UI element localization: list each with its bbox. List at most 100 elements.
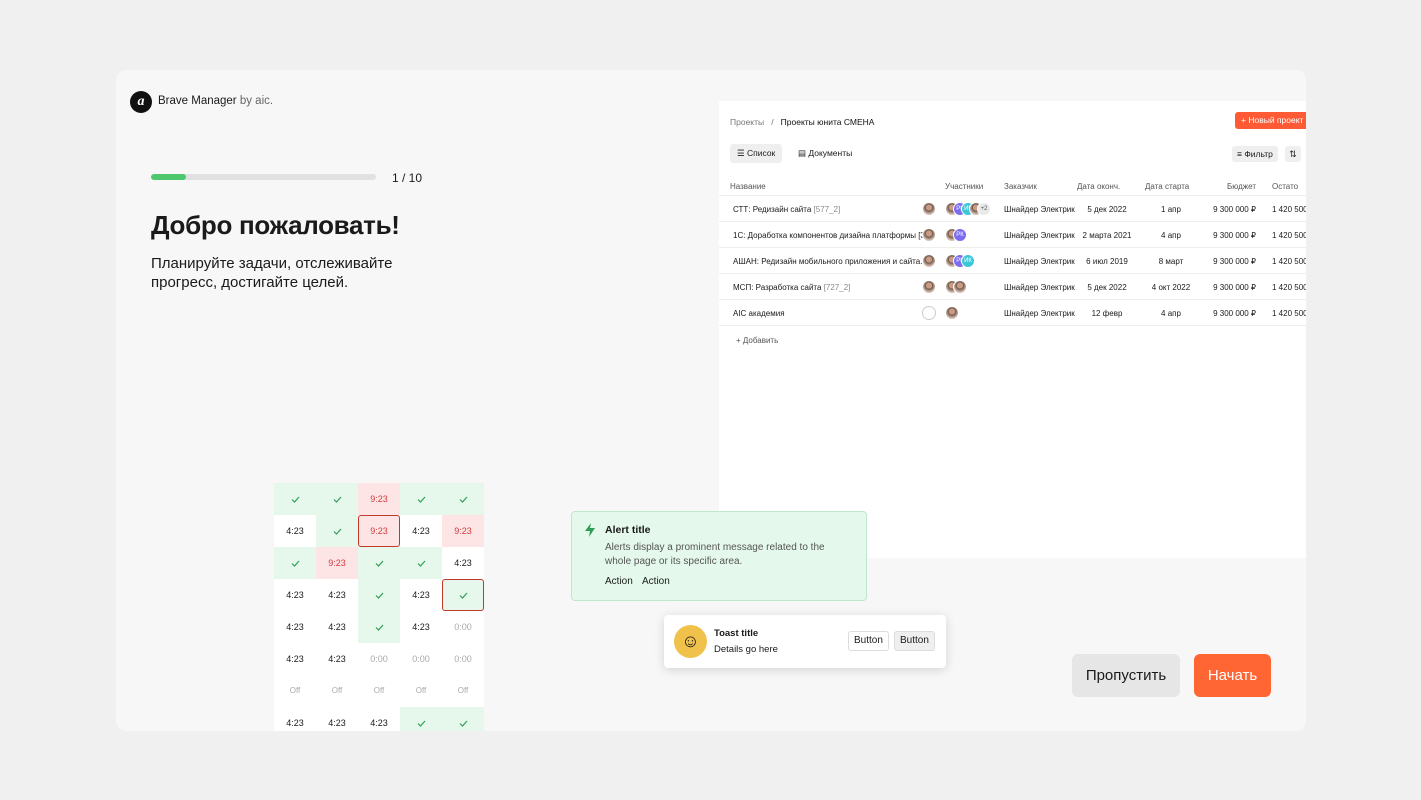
budget: 9 300 000 ₽	[1213, 205, 1256, 214]
progress-fill	[151, 174, 186, 180]
schedule-cell	[400, 707, 442, 731]
schedule-cell: 4:23	[316, 707, 358, 731]
column-header: Бюджет	[1227, 182, 1256, 191]
schedule-cell	[274, 547, 316, 579]
participant-avatar	[945, 306, 959, 320]
owner-avatar	[922, 280, 936, 294]
schedule-cell: 4:23	[316, 611, 358, 643]
remainder: 1 420 500	[1272, 205, 1306, 214]
alert: Alert title Alerts display a prominent m…	[571, 511, 867, 601]
progress-bar	[151, 174, 376, 180]
project-name: AIC академия	[733, 309, 785, 318]
remainder: 1 420 500	[1272, 257, 1306, 266]
table-row[interactable]: МСП: Разработка сайта [727_2] Шнайдер Эле…	[719, 274, 1306, 300]
schedule-cell	[400, 547, 442, 579]
filter-button[interactable]: ≡ Фильтр	[1232, 146, 1278, 162]
start-date: 4 апр	[1161, 231, 1181, 240]
start-date: 8 март	[1158, 257, 1184, 266]
add-row[interactable]: + Добавить	[736, 336, 779, 345]
tab[interactable]: ▤ Документы	[796, 144, 854, 163]
schedule-cell: Off	[274, 675, 316, 707]
toast-details: Details go here	[714, 644, 778, 655]
crumb-sep: /	[771, 117, 774, 127]
tab-icon: ☰	[737, 148, 747, 158]
check-icon	[375, 624, 383, 631]
customer: Шнайдер Электрик	[1004, 205, 1075, 214]
check-icon	[333, 528, 341, 535]
sort-button[interactable]: ⇅	[1285, 146, 1301, 162]
customer: Шнайдер Электрик	[1004, 309, 1075, 318]
schedule-cell: 9:23	[358, 515, 400, 547]
budget: 9 300 000 ₽	[1213, 231, 1256, 240]
project-name: МСП: Разработка сайта [727_2]	[733, 283, 851, 292]
project-name: 1С: Доработка компонентов дизайна платфо…	[733, 231, 932, 240]
schedule-cell: 4:23	[400, 579, 442, 611]
alert-action[interactable]: Action	[605, 576, 633, 587]
schedule-cell: Off	[358, 675, 400, 707]
toast-avatar: ☺	[674, 625, 707, 658]
budget: 9 300 000 ₽	[1213, 309, 1256, 318]
start-date: 4 окт 2022	[1151, 283, 1191, 292]
breadcrumb: Проекты / Проекты юнита СМЕНА	[730, 117, 874, 127]
schedule-cell: 4:23	[316, 579, 358, 611]
schedule-cell	[358, 547, 400, 579]
table-row[interactable]: AIC академия Шнайдер Электрик 12 февр 4 апр…	[719, 300, 1306, 326]
alert-body: Alerts display a prominent message relat…	[605, 542, 825, 567]
column-header: Дата старта	[1145, 182, 1190, 191]
schedule-cell: 4:23	[274, 579, 316, 611]
schedule-cell	[442, 707, 484, 731]
table-row[interactable]: 1С: Доработка компонентов дизайна платфо…	[719, 222, 1306, 248]
skip-button[interactable]: Пропустить	[1072, 654, 1180, 697]
crumb[interactable]: Проекты	[730, 117, 765, 127]
customer: Шнайдер Электрик	[1004, 283, 1075, 292]
owner-avatar	[922, 306, 936, 320]
schedule-cell: 9:23	[442, 515, 484, 547]
column-header: Участники	[945, 182, 984, 191]
check-icon	[291, 496, 299, 503]
step-label: 1 / 10	[392, 171, 423, 185]
check-icon	[375, 592, 383, 599]
end-date: 2 марта 2021	[1082, 231, 1132, 240]
schedule-cell: 4:23	[316, 643, 358, 675]
customer: Шнайдер Электрик	[1004, 257, 1075, 266]
logo: a	[130, 91, 152, 113]
project-tag: [577_2]	[813, 205, 841, 214]
schedule-cell: 0:00	[442, 611, 484, 643]
schedule-cell	[274, 483, 316, 515]
end-date: 5 дек 2022	[1087, 205, 1127, 214]
check-icon	[417, 720, 425, 727]
alert-title: Alert title	[605, 524, 651, 536]
remainder: 1 420 500	[1272, 283, 1306, 292]
schedule-cell	[316, 515, 358, 547]
schedule-cell	[358, 611, 400, 643]
column-header: Дата оконч.	[1077, 182, 1121, 191]
toast-button[interactable]: Button	[894, 631, 935, 651]
brand-suffix: by aic.	[239, 95, 274, 107]
column-header: Заказчик	[1004, 182, 1037, 191]
owner-avatar	[922, 254, 936, 268]
budget: 9 300 000 ₽	[1213, 257, 1256, 266]
schedule-cell	[442, 579, 484, 611]
toast-button[interactable]: Button	[848, 631, 889, 651]
table-row[interactable]: АШАН: Редизайн мобильного приложения и с…	[719, 248, 1306, 274]
column-header: Остато	[1272, 182, 1299, 191]
schedule-cell: 0:00	[358, 643, 400, 675]
brand: Brave Manager by aic.	[158, 95, 273, 107]
start-button[interactable]: Начать	[1194, 654, 1271, 697]
table-row[interactable]: СТТ: Редизайн сайта [577_2] РК ИК +2 Шнайдер…	[719, 196, 1306, 222]
header-divider	[719, 195, 1306, 196]
schedule-cell	[442, 483, 484, 515]
remainder: 1 420 500	[1272, 309, 1306, 318]
schedule-cell: Off	[400, 675, 442, 707]
schedule-cell: 9:23	[316, 547, 358, 579]
start-date: 4 апр	[1161, 309, 1181, 318]
check-icon	[375, 560, 383, 567]
title: Добро пожаловать!	[151, 210, 400, 240]
check-icon	[459, 720, 467, 727]
alert-action[interactable]: Action	[642, 576, 670, 587]
tab[interactable]: ☰ Список	[730, 144, 783, 163]
toast-title: Toast title	[714, 628, 759, 639]
participant-avatar: ИК	[961, 254, 975, 268]
new-project-button[interactable]: + Новый проект	[1235, 112, 1306, 129]
